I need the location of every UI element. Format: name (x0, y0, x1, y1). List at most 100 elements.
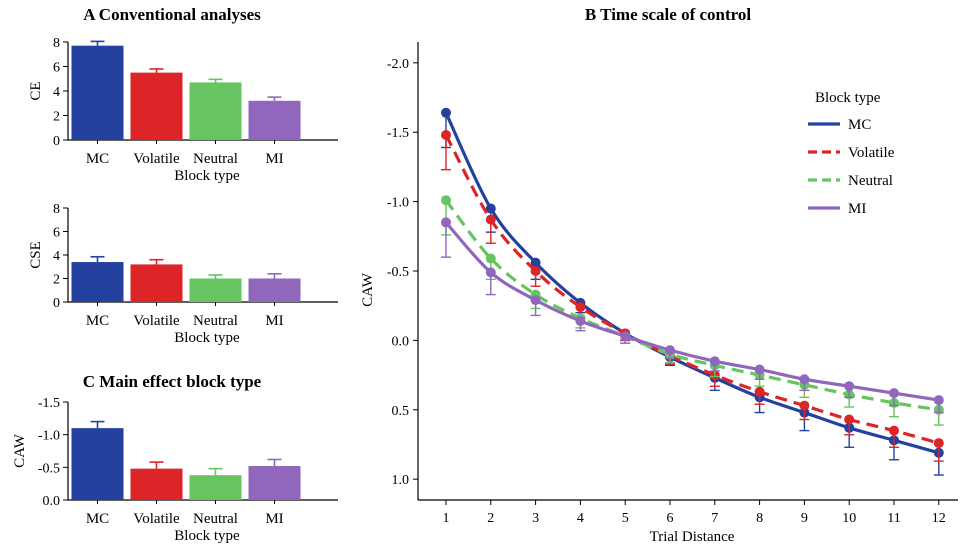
chart-c-bar (130, 468, 183, 500)
series-mi-point (665, 345, 675, 356)
chart-b-y-tick-label: 1.0 (392, 473, 410, 488)
series-mi-point (799, 374, 810, 385)
chart-ce-category-label: MI (265, 151, 283, 167)
chart-b-y-tick-label: -1.5 (387, 126, 409, 141)
series-volatile-point (441, 129, 451, 140)
series-volatile-point (485, 214, 496, 225)
chart-b-y-axis-label: CAW (360, 272, 376, 307)
series-mi-point (530, 295, 541, 306)
chart-ce-category-label: Volatile (133, 151, 180, 167)
chart-b-x-axis-label: Trial Distance (650, 529, 735, 545)
series-volatile-point (889, 425, 899, 436)
chart-c-y-axis-label: CAW (12, 433, 28, 468)
chart-cse-x-axis-label: Block type (174, 330, 240, 346)
series-neutral-line (444, 199, 940, 412)
series-volatile-point (933, 438, 944, 449)
chart-ce-category-label: Neutral (193, 151, 238, 167)
chart-b-x-tick-label: 8 (756, 511, 763, 526)
panel-c-title: C Main effect block type (83, 372, 262, 391)
chart-cse-y-tick-label: 4 (53, 249, 60, 264)
chart-b-x-tick-label: 12 (932, 511, 946, 526)
chart-c-bar (71, 428, 124, 500)
chart-cse-y-axis-label: CSE (28, 241, 44, 269)
chart-b-y-tick-label: 0.5 (392, 404, 410, 419)
chart-cse-y-tick-label: 2 (53, 273, 60, 288)
series-mi-point (844, 381, 855, 392)
chart-ce-bar (130, 72, 183, 140)
chart-ce-bar (71, 45, 124, 140)
chart-c-category-label: Volatile (133, 511, 180, 527)
chart-cse-bar (71, 262, 124, 302)
series-mc-point (530, 257, 541, 268)
series-volatile-point (575, 302, 586, 313)
chart-cse-category-label: Volatile (133, 313, 180, 329)
chart-cse-y-tick-label: 0 (53, 296, 60, 311)
chart-ce-y-tick-label: 6 (53, 61, 60, 76)
chart-c-y-tick-label: -1.0 (38, 429, 60, 444)
legend-label-mc: MC (848, 117, 871, 133)
chart-cse-bar (130, 264, 183, 302)
chart-c-category-label: Neutral (193, 511, 238, 527)
series-mc-line (444, 112, 940, 455)
chart-ce-y-tick-label: 4 (53, 85, 60, 100)
series-volatile-point (799, 400, 810, 411)
legend-title: Block type (815, 90, 881, 106)
chart-c-x-axis-label: Block type (174, 528, 240, 544)
chart-b-x-tick-label: 7 (711, 511, 718, 526)
chart-b-x-tick-label: 10 (842, 511, 856, 526)
series-mc-point (441, 107, 451, 118)
series-mi-point (754, 364, 765, 375)
chart-b-x-tick-label: 1 (443, 511, 450, 526)
chart-cse-bar (248, 278, 301, 302)
series-mi-point (933, 395, 944, 406)
panel-a-title: A Conventional analyses (83, 5, 261, 24)
chart-b-y-tick-label: -1.0 (387, 196, 409, 211)
chart-cse-y-tick-label: 6 (53, 226, 60, 241)
series-volatile-point (530, 266, 541, 276)
series-mi-point (485, 267, 496, 278)
series-neutral-point (485, 253, 496, 264)
chart-ce-y-tick-label: 0 (53, 134, 60, 149)
chart-c-y-tick-label: 0.0 (43, 494, 61, 509)
series-mc-point (485, 203, 496, 214)
chart-c-y-tick-label: -1.5 (38, 396, 60, 411)
chart-cse-category-label: MI (265, 313, 283, 329)
legend-label-mi: MI (848, 201, 866, 217)
chart-ce-y-tick-label: 2 (53, 110, 60, 125)
chart-b-x-tick-label: 3 (532, 511, 539, 526)
series-mi-line (444, 221, 940, 402)
chart-c-bar (248, 466, 301, 500)
chart-ce-y-tick-label: 8 (53, 36, 60, 51)
legend-label-neutral: Neutral (848, 173, 893, 189)
chart-ce-x-axis-label: Block type (174, 168, 240, 184)
chart-ce-bar (248, 100, 301, 140)
chart-b-y-tick-label: -0.5 (387, 265, 409, 280)
chart-ce-y-axis-label: CE (28, 81, 44, 100)
legend-label-volatile: Volatile (848, 145, 895, 161)
chart-b-y-tick-label: 0.0 (392, 334, 410, 349)
series-volatile-point (754, 386, 765, 397)
chart-c-y-tick-label: -0.5 (38, 461, 60, 476)
chart-b-x-tick-label: 6 (667, 511, 674, 526)
chart-b-y-tick-label: -2.0 (387, 57, 409, 72)
series-neutral-point (441, 195, 451, 206)
series-mi-point (889, 388, 899, 399)
series-mi-point (620, 331, 631, 342)
series-mi-point (575, 315, 586, 326)
chart-cse-bar (189, 278, 242, 302)
chart-b-x-tick-label: 5 (622, 511, 629, 526)
panel-b-title: B Time scale of control (585, 5, 751, 24)
chart-b-x-tick-label: 2 (487, 511, 494, 526)
chart-cse-category-label: Neutral (193, 313, 238, 329)
series-mi-point (709, 356, 720, 367)
chart-b-x-tick-label: 9 (801, 511, 808, 526)
chart-cse-category-label: MC (86, 313, 109, 329)
chart-cse-y-tick-label: 8 (53, 202, 60, 217)
series-mi-point (441, 217, 451, 228)
chart-b-x-tick-label: 11 (887, 511, 900, 526)
chart-c-category-label: MC (86, 511, 109, 527)
series-volatile-point (844, 414, 855, 425)
chart-b-x-tick-label: 4 (577, 511, 584, 526)
chart-c-category-label: MI (265, 511, 283, 527)
